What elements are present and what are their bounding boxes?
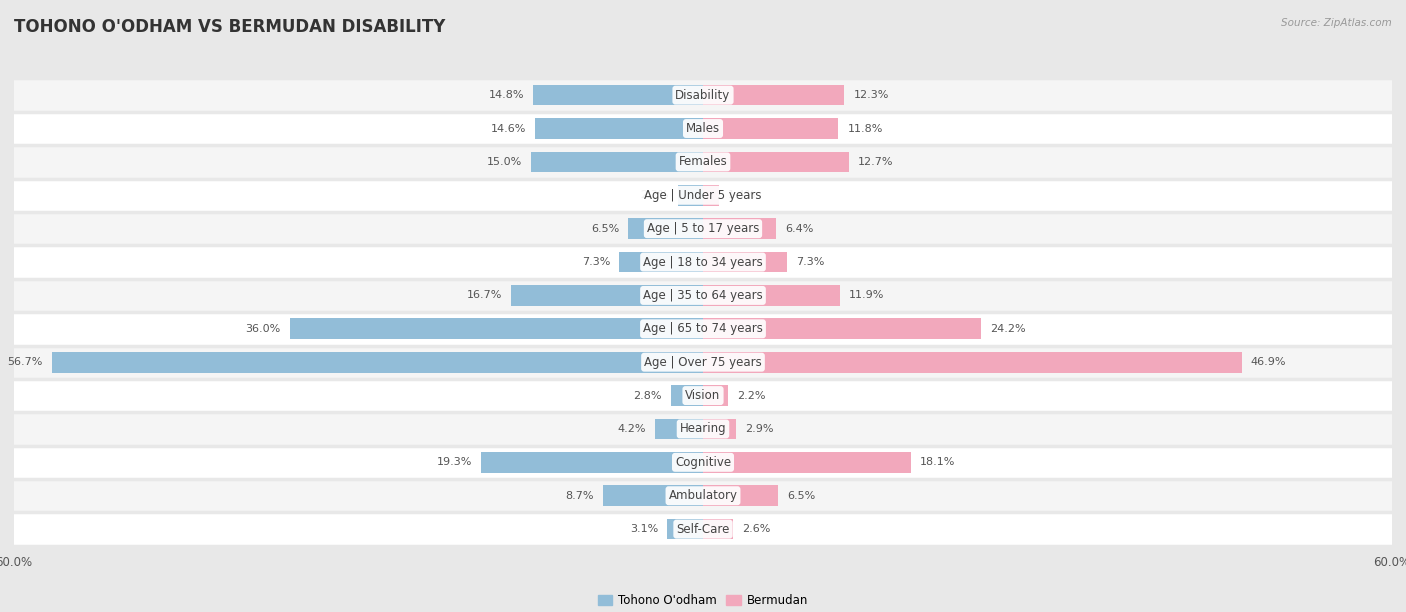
Text: 2.2%: 2.2% [640, 190, 669, 200]
Bar [14, 512, 1392, 546]
Bar [655, 419, 703, 439]
Text: Males: Males [686, 122, 720, 135]
Bar [14, 179, 1392, 212]
Bar [703, 218, 776, 239]
Bar [703, 419, 737, 439]
Text: Age | 35 to 64 years: Age | 35 to 64 years [643, 289, 763, 302]
Text: 2.2%: 2.2% [738, 390, 766, 401]
Text: 12.3%: 12.3% [853, 90, 889, 100]
Bar [14, 412, 1392, 446]
Bar [628, 218, 703, 239]
Bar [14, 312, 1392, 346]
Text: 7.3%: 7.3% [796, 257, 824, 267]
Bar [14, 278, 1392, 312]
Text: Age | 65 to 74 years: Age | 65 to 74 years [643, 323, 763, 335]
Text: 46.9%: 46.9% [1251, 357, 1286, 367]
Bar [14, 78, 1392, 112]
Bar [52, 352, 703, 373]
Bar [14, 346, 1392, 379]
Text: 11.9%: 11.9% [849, 291, 884, 300]
Bar [703, 152, 849, 172]
Text: Hearing: Hearing [679, 422, 727, 436]
Text: 11.8%: 11.8% [848, 124, 883, 133]
Bar [671, 385, 703, 406]
Bar [703, 285, 839, 306]
Bar [14, 479, 1392, 512]
Bar [703, 318, 981, 339]
Text: 6.5%: 6.5% [787, 491, 815, 501]
Text: 18.1%: 18.1% [920, 457, 956, 468]
Bar [531, 152, 703, 172]
Bar [14, 379, 1392, 412]
Text: 36.0%: 36.0% [245, 324, 280, 334]
Text: 6.5%: 6.5% [591, 223, 619, 234]
Bar [512, 285, 703, 306]
Bar [703, 118, 838, 139]
Bar [603, 485, 703, 506]
Bar [14, 112, 1392, 145]
Bar [533, 85, 703, 105]
Text: Age | Over 75 years: Age | Over 75 years [644, 356, 762, 368]
Bar [14, 212, 1392, 245]
Text: 2.6%: 2.6% [742, 524, 770, 534]
Text: Cognitive: Cognitive [675, 456, 731, 469]
Text: 2.9%: 2.9% [745, 424, 773, 434]
Bar [668, 519, 703, 539]
Text: 56.7%: 56.7% [7, 357, 42, 367]
Text: Age | 18 to 34 years: Age | 18 to 34 years [643, 256, 763, 269]
Bar [703, 385, 728, 406]
Text: 1.4%: 1.4% [728, 190, 756, 200]
Bar [703, 185, 718, 206]
Text: Age | Under 5 years: Age | Under 5 years [644, 188, 762, 202]
Text: 19.3%: 19.3% [437, 457, 472, 468]
Bar [678, 185, 703, 206]
Bar [703, 352, 1241, 373]
Text: 3.1%: 3.1% [630, 524, 658, 534]
Text: 2.8%: 2.8% [633, 390, 662, 401]
Text: 15.0%: 15.0% [486, 157, 522, 167]
Text: 16.7%: 16.7% [467, 291, 502, 300]
Bar [703, 519, 733, 539]
Bar [481, 452, 703, 472]
Text: Females: Females [679, 155, 727, 168]
Text: 6.4%: 6.4% [786, 223, 814, 234]
Text: Self-Care: Self-Care [676, 523, 730, 536]
Text: Source: ZipAtlas.com: Source: ZipAtlas.com [1281, 18, 1392, 28]
Bar [703, 485, 778, 506]
Bar [14, 446, 1392, 479]
Bar [14, 245, 1392, 278]
Bar [703, 252, 787, 272]
Bar [703, 85, 844, 105]
Bar [14, 145, 1392, 179]
Text: Vision: Vision [685, 389, 721, 402]
Bar [536, 118, 703, 139]
Text: TOHONO O'ODHAM VS BERMUDAN DISABILITY: TOHONO O'ODHAM VS BERMUDAN DISABILITY [14, 18, 446, 36]
Bar [619, 252, 703, 272]
Bar [703, 452, 911, 472]
Text: 7.3%: 7.3% [582, 257, 610, 267]
Bar [290, 318, 703, 339]
Text: 4.2%: 4.2% [617, 424, 645, 434]
Legend: Tohono O'odham, Bermudan: Tohono O'odham, Bermudan [593, 589, 813, 612]
Text: Disability: Disability [675, 89, 731, 102]
Text: Ambulatory: Ambulatory [668, 489, 738, 502]
Text: 14.6%: 14.6% [491, 124, 526, 133]
Text: Age | 5 to 17 years: Age | 5 to 17 years [647, 222, 759, 235]
Text: 8.7%: 8.7% [565, 491, 593, 501]
Text: 24.2%: 24.2% [990, 324, 1026, 334]
Text: 14.8%: 14.8% [488, 90, 524, 100]
Text: 12.7%: 12.7% [858, 157, 893, 167]
